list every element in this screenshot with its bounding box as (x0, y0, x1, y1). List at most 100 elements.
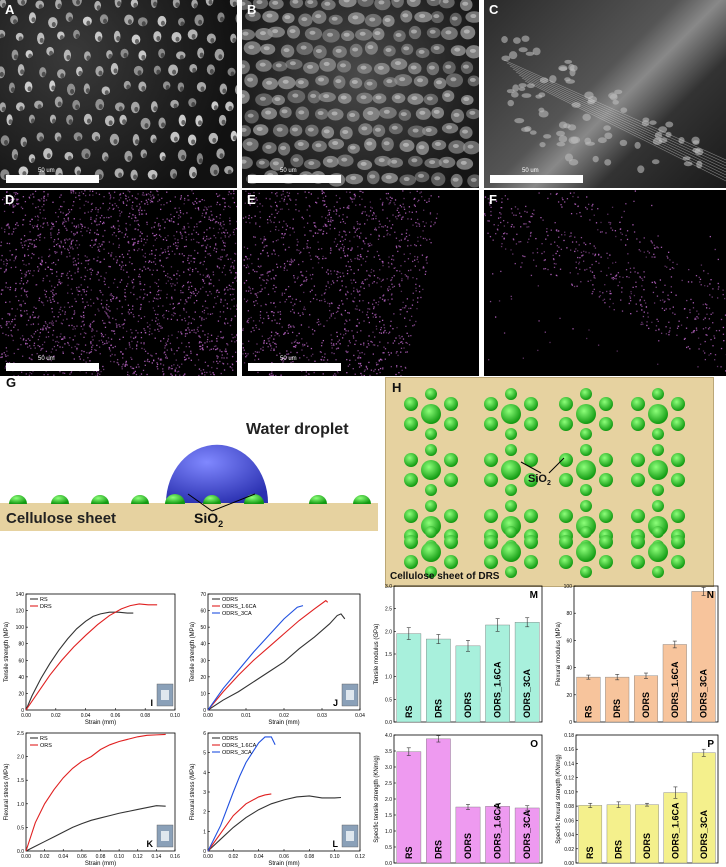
y-tick-label: 40 (566, 666, 572, 672)
plot-frame-I (25, 593, 176, 711)
x-tick-label: 0.02 (279, 713, 289, 719)
bar-ODRS_3CA (514, 807, 540, 864)
category-label: ODRS_1.6CA (670, 661, 680, 718)
x-axis-label: Strain (mm) (268, 861, 299, 867)
panel-label: P (707, 739, 714, 750)
y-tick-label: 1.0 (385, 829, 392, 835)
legend-label: ODRS_1.6CA (222, 743, 257, 749)
edx-texture-d (0, 190, 237, 376)
series-line-ODRS_3CA (207, 605, 304, 711)
bar-RS (396, 751, 422, 864)
x-tick-label: 0.02 (40, 854, 50, 860)
y-tick-label: 0.04 (564, 833, 574, 839)
panel-label-f: F (489, 192, 497, 207)
y-tick-label: 2.0 (17, 755, 24, 761)
schematic-h: H SiO2 Cellulose sheet of DRS (385, 377, 714, 587)
legend-label: ODRS_3CA (222, 611, 252, 617)
x-tick-label: 0.10 (170, 713, 180, 719)
sem-texture-b (242, 0, 479, 188)
x-tick-label: 0.04 (81, 713, 91, 719)
y-tick-label: 1.5 (385, 652, 392, 658)
sem-image-c: C 50 um (484, 0, 726, 188)
y-tick-label: 6 (203, 731, 206, 737)
sample-photo-specimen (161, 831, 169, 841)
scale-text-d: 50 um (38, 356, 55, 362)
panel-label-h: H (392, 380, 402, 395)
y-tick-label: 0.18 (564, 733, 574, 739)
cellulose-sheet-label: Cellulose sheet (6, 510, 117, 527)
x-tick-label: 0.14 (152, 854, 162, 860)
y-tick-label: 10 (200, 691, 206, 697)
y-axis-label: Flexural modulus (MPa) (556, 622, 562, 686)
edx-map-f: F (484, 190, 726, 376)
schematic-g-drawing (0, 444, 378, 531)
x-tick-label: 0.10 (330, 854, 340, 860)
panel-label: I (150, 698, 153, 708)
y-tick-label: 1.0 (385, 675, 392, 681)
x-tick-label: 0.04 (355, 713, 365, 719)
y-tick-label: 140 (16, 592, 25, 598)
category-label: ODRS_1.6CA (670, 802, 680, 859)
y-tick-label: 2 (203, 810, 206, 816)
scale-text-b: 50 um (280, 168, 297, 174)
y-tick-label: 60 (18, 658, 24, 664)
sem-image-b: B 50 um (242, 0, 479, 188)
schematic-g: G Water droplet Cellulose sheet SiO2 (0, 375, 378, 587)
y-tick-label: 20 (200, 675, 206, 681)
panel-label-g: G (6, 375, 17, 390)
panel-label-e: E (247, 192, 256, 207)
y-tick-label: 30 (200, 658, 206, 664)
y-tick-label: 0.16 (564, 747, 574, 753)
y-tick-label: 20 (566, 693, 572, 699)
legend-label: ODRS_1.6CA (222, 604, 257, 610)
y-axis-label: Flexural stress (MPa) (4, 763, 10, 820)
y-tick-label: 0.14 (564, 761, 574, 767)
y-tick-label: 20 (18, 691, 24, 697)
series-line-DRS (25, 603, 158, 711)
legend-label: RS (40, 736, 48, 742)
y-axis-label: Tensile strength (MPa) (190, 622, 196, 682)
x-tick-label: 0.00 (203, 713, 213, 719)
bar-ODRS (455, 806, 481, 864)
y-tick-label: 80 (18, 642, 24, 648)
y-tick-label: 0.02 (564, 847, 574, 853)
series-line-ORS (25, 733, 166, 852)
scale-bar-a (6, 175, 99, 183)
y-tick-label: 1.5 (385, 813, 392, 819)
x-tick-label: 0.06 (77, 854, 87, 860)
legend-label: RS (40, 597, 48, 603)
y-tick-label: 1.5 (17, 778, 24, 784)
category-label: ODRS_3CA (522, 809, 532, 859)
panel-label: K (147, 839, 154, 849)
series-line-ODRS_3CA (207, 736, 276, 852)
edx-texture-e (242, 190, 440, 376)
sem-texture-a (0, 0, 237, 182)
y-tick-label: 3.0 (385, 765, 392, 771)
scale-text-c: 50 um (522, 168, 539, 174)
x-tick-label: 0.00 (203, 854, 213, 860)
x-tick-label: 0.08 (96, 854, 106, 860)
y-tick-label: 100 (564, 584, 573, 590)
panel-label-d: D (5, 192, 15, 207)
category-label: RS (404, 705, 414, 718)
y-tick-label: 80 (566, 611, 572, 617)
sem-texture-c (501, 35, 726, 182)
panel-label: N (707, 590, 714, 601)
series-line-ODRS_1.6CA (207, 793, 272, 852)
legend-label: ODRS (222, 597, 238, 603)
scale-bar-b (248, 175, 341, 183)
y-tick-label: 60 (200, 609, 206, 615)
y-tick-label: 0 (569, 720, 572, 726)
panel-label-c: C (489, 2, 499, 17)
category-label: ODRS_1.6CA (493, 802, 503, 859)
category-label: ODRS_3CA (699, 668, 709, 718)
x-tick-label: 0.00 (21, 854, 31, 860)
category-label: ODRS_3CA (522, 668, 532, 718)
water-droplet (166, 444, 268, 503)
category-label: RS (404, 846, 414, 859)
bar-RS (396, 633, 422, 723)
x-tick-label: 0.08 (140, 713, 150, 719)
category-label: ODRS_1.6CA (493, 661, 503, 718)
chart-j: 0.00 0.01 0.02 0.03 0.04 0 10 20 30 40 50 60 70 Strai… (190, 592, 365, 726)
panel-label: O (530, 739, 538, 750)
